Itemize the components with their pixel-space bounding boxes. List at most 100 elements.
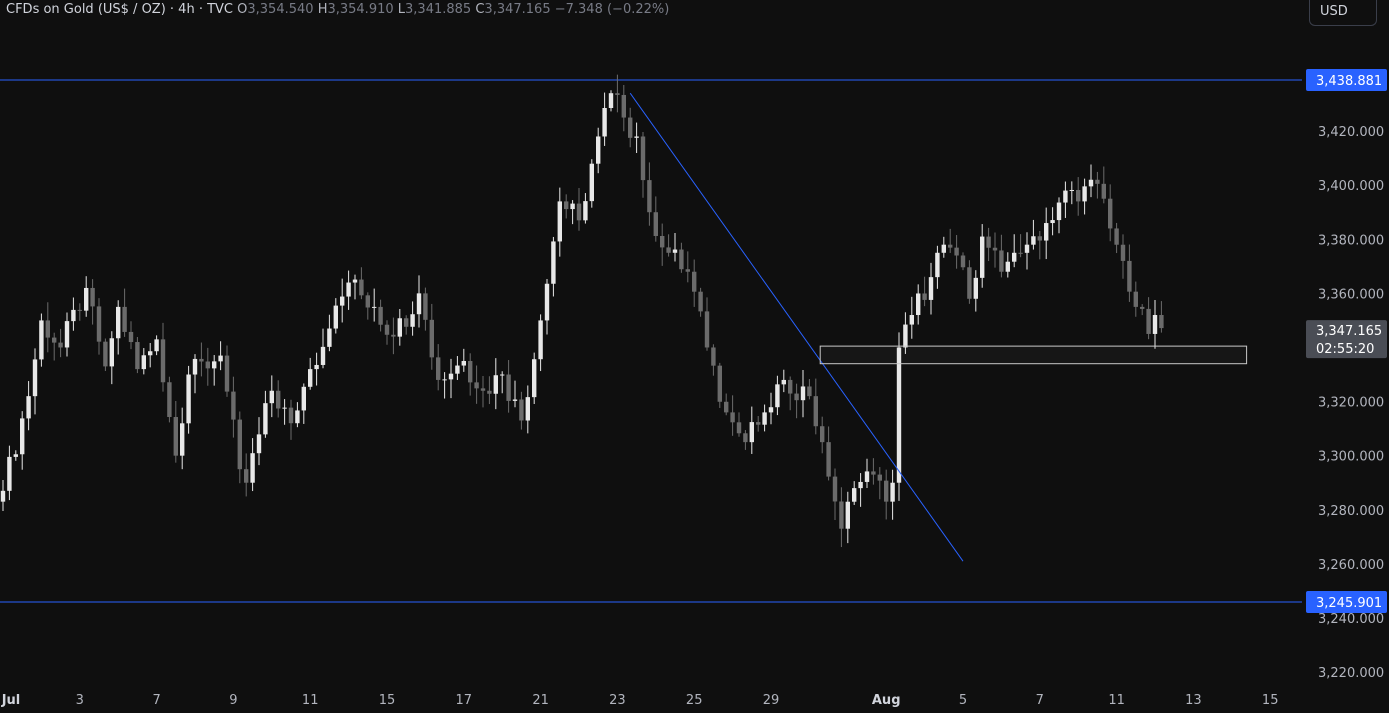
bearish-candle: [679, 249, 684, 270]
bullish-candle: [634, 136, 639, 138]
bullish-candle: [269, 390, 274, 404]
bullish-candle: [973, 277, 978, 299]
time-tick-label: 9: [229, 693, 237, 708]
bullish-candle: [583, 201, 588, 221]
symbol-title[interactable]: CFDs on Gold (US$ / OZ) · 4h · TVC: [6, 2, 233, 17]
bullish-candle: [852, 488, 857, 502]
bearish-candle: [576, 203, 582, 221]
bearish-candle: [992, 247, 998, 251]
bearish-candle: [404, 318, 409, 327]
bullish-candle: [1152, 315, 1158, 334]
time-tick-label: 5: [959, 693, 967, 708]
bullish-candle: [749, 422, 754, 443]
bullish-candle: [858, 481, 863, 489]
price-tick-label: 3,420.000: [1318, 125, 1384, 140]
level-price-badge: [1306, 69, 1387, 91]
bearish-candle: [628, 117, 633, 138]
time-tick-label: 17: [456, 693, 473, 708]
bullish-candle: [557, 201, 562, 242]
drawings: [629, 92, 1248, 562]
bar-countdown-label: 02:55:20: [1316, 342, 1374, 357]
bullish-candle: [64, 321, 70, 348]
bullish-candle: [1088, 179, 1094, 187]
bearish-candle: [813, 396, 818, 427]
bullish-candle: [1044, 223, 1049, 241]
bearish-candle: [704, 311, 710, 348]
bearish-candle: [698, 291, 703, 312]
price-tick-label: 3,260.000: [1318, 558, 1384, 573]
bullish-candle: [916, 293, 921, 316]
bearish-candle: [711, 347, 716, 366]
time-tick-label: 21: [532, 693, 549, 708]
bearish-candle: [1108, 198, 1113, 229]
bearish-candle: [871, 471, 876, 475]
support-zone-rectangle[interactable]: [819, 345, 1248, 365]
bearish-candle: [96, 306, 102, 342]
bearish-candle: [999, 250, 1004, 272]
bearish-candle: [90, 287, 95, 307]
price-tick-label: 3,300.000: [1318, 450, 1384, 465]
bearish-candle: [122, 306, 127, 332]
bullish-candle: [800, 386, 806, 401]
bullish-candle: [346, 282, 351, 297]
symbol-legend: CFDs on Gold (US$ / OZ) · 4h · TVC O3,35…: [6, 2, 669, 17]
bearish-candle: [160, 339, 166, 383]
bearish-candle: [288, 407, 294, 424]
high-value: 3,354.910: [327, 2, 394, 17]
bullish-candle: [282, 407, 287, 409]
bearish-candle: [743, 433, 748, 443]
bullish-candle: [39, 320, 44, 360]
bearish-candle: [807, 386, 812, 397]
bearish-candle: [756, 422, 761, 425]
bullish-candle: [442, 379, 447, 381]
bullish-candle: [13, 454, 18, 457]
bearish-candle: [167, 382, 172, 418]
bullish-candle: [327, 328, 332, 347]
bearish-candle: [1101, 183, 1106, 199]
bullish-candle: [320, 346, 326, 365]
price-tick-label: 3,240.000: [1318, 612, 1384, 627]
bearish-candle: [948, 244, 953, 248]
time-tick-label: Aug: [872, 693, 901, 708]
bearish-candle: [1146, 308, 1151, 334]
bullish-candle: [864, 471, 870, 482]
bearish-candle: [621, 94, 626, 118]
low-label: L: [397, 2, 406, 17]
bearish-candle: [666, 247, 671, 253]
bearish-candle: [45, 320, 50, 338]
time-tick-label: 11: [1108, 693, 1125, 708]
bearish-candle: [839, 501, 844, 529]
level-price-badge: [1306, 591, 1387, 613]
level-price-label: 3,438.881: [1316, 74, 1382, 89]
bearish-candle: [877, 474, 882, 481]
bearish-candle: [1095, 179, 1100, 184]
bearish-candle: [960, 255, 966, 268]
current-price-badge: [1306, 320, 1387, 359]
bearish-candle: [653, 212, 658, 236]
bearish-candle: [1037, 236, 1042, 241]
time-axis[interactable]: Jul 3 7 9 11 15 17 21 23 25 29 Aug 5 7 11 13 15: [1, 693, 1279, 708]
bearish-candle: [391, 334, 396, 337]
bearish-candle: [205, 361, 210, 369]
bearish-candle: [429, 319, 434, 358]
bullish-candle: [1056, 202, 1062, 221]
bearish-candle: [237, 419, 242, 470]
bearish-candle: [359, 279, 364, 296]
bullish-candle: [148, 351, 153, 356]
bullish-candle: [0, 490, 6, 502]
bullish-candle: [909, 315, 914, 325]
bearish-candle: [724, 401, 729, 413]
candles: [0, 74, 1164, 548]
descending-trendline[interactable]: [629, 92, 964, 562]
bearish-candle: [660, 235, 665, 248]
bearish-candle: [244, 469, 249, 483]
bullish-candle: [141, 355, 146, 370]
currency-button[interactable]: USD: [1309, 0, 1377, 26]
bullish-candle: [263, 403, 268, 435]
time-tick-label: Jul: [1, 693, 21, 708]
bearish-candle: [730, 412, 735, 423]
bearish-candle: [884, 480, 889, 502]
bearish-candle: [986, 236, 991, 248]
bearish-candle: [794, 393, 799, 401]
